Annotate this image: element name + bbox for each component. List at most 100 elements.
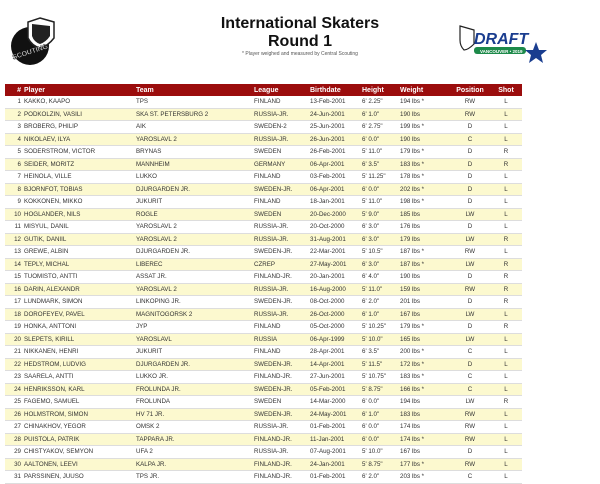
cell-position: LW: [450, 308, 490, 321]
cell-birthdate: 24-Jan-2001: [310, 458, 362, 471]
cell-weight: 179 lbs *: [400, 320, 450, 334]
cell-weight: 174 lbs *: [400, 433, 450, 446]
cell-team: LUKKO: [136, 170, 254, 184]
table-row: 10 HOGLANDER, NILS ROGLE SWEDEN 20-Dec-2000 5…: [5, 208, 522, 221]
table-row: 13 GREWE, ALBIN DJURGARDEN JR. SWEDEN-JR. 22…: [5, 245, 522, 259]
cell-position: D: [450, 120, 490, 134]
cell-num: 12: [5, 233, 24, 246]
cell-birthdate: 13-Feb-2001: [310, 96, 362, 109]
cell-birthdate: 06-Apr-1999: [310, 333, 362, 346]
column-header-weight: Weight: [400, 84, 450, 96]
cell-num: 22: [5, 358, 24, 371]
cell-num: 19: [5, 320, 24, 334]
cell-position: RW: [450, 433, 490, 446]
cell-height: 5' 10.25": [362, 320, 400, 334]
cell-num: 7: [5, 170, 24, 184]
cell-num: 5: [5, 145, 24, 159]
cell-shot: R: [490, 233, 522, 246]
cell-league: SWEDEN-JR.: [254, 183, 310, 196]
cell-league: RUSSIA-JR.: [254, 420, 310, 434]
cell-league: SWEDEN-JR.: [254, 383, 310, 396]
table-row: 24 HENRIKSSON, KARL FROLUNDA JR. SWEDEN-JR.…: [5, 383, 522, 396]
cell-team: KALPA JR.: [136, 458, 254, 471]
cell-player: PARSSINEN, JUUSO: [24, 470, 136, 484]
cell-birthdate: 26-Jun-2001: [310, 133, 362, 146]
cell-weight: 165 lbs: [400, 333, 450, 346]
cell-weight: 202 lbs *: [400, 183, 450, 196]
cell-position: RW: [450, 283, 490, 296]
cell-num: 13: [5, 245, 24, 259]
cell-league: RUSSIA-JR.: [254, 108, 310, 121]
cell-team: LIBEREC: [136, 258, 254, 271]
cell-position: C: [450, 370, 490, 384]
cell-birthdate: 07-Aug-2001: [310, 445, 362, 459]
cell-player: GUTIK, DANIIL: [24, 233, 136, 246]
cell-num: 3: [5, 120, 24, 134]
cell-team: OMSK 2: [136, 420, 254, 434]
cell-league: SWEDEN-JR.: [254, 358, 310, 371]
cell-weight: 183 lbs *: [400, 158, 450, 171]
cell-height: 5' 10.0": [362, 445, 400, 459]
cell-league: FINLAND-JR.: [254, 433, 310, 446]
cell-weight: 174 lbs: [400, 420, 450, 434]
cell-shot: R: [490, 270, 522, 284]
cell-team: DJURGARDEN JR.: [136, 245, 254, 259]
cell-league: CZREP: [254, 258, 310, 271]
cell-birthdate: 18-Jan-2001: [310, 195, 362, 209]
cell-league: RUSSIA-JR.: [254, 220, 310, 234]
cell-player: HENRIKSSON, KARL: [24, 383, 136, 396]
cell-shot: L: [490, 420, 522, 434]
cell-weight: 183 lbs *: [400, 370, 450, 384]
cell-team: TPS JR.: [136, 470, 254, 484]
skaters-table: # Player Team League Birthdate Height Weight Po…: [5, 84, 522, 484]
cell-num: 11: [5, 220, 24, 234]
cell-league: FINLAND-JR.: [254, 470, 310, 484]
page-title: International Skaters Round 1: [150, 15, 450, 51]
cell-shot: R: [490, 158, 522, 171]
cell-team: YAROSLAVL 2: [136, 133, 254, 146]
cell-shot: L: [490, 345, 522, 359]
cell-position: LW: [450, 208, 490, 221]
cell-weight: 172 lbs *: [400, 358, 450, 371]
table-row: 22 HEDSTROM, LUDVIG DJURGARDEN JR. SWEDEN-J…: [5, 358, 522, 371]
cell-position: LW: [450, 233, 490, 246]
svg-text:DRAFT: DRAFT: [474, 31, 529, 48]
cell-weight: 183 lbs: [400, 408, 450, 421]
cell-league: SWEDEN: [254, 208, 310, 221]
cell-league: RUSSIA-JR.: [254, 233, 310, 246]
cell-shot: L: [490, 133, 522, 146]
table-row: 1 KAKKO, KAAPO TPS FINLAND 13-Feb-2001 6' 2.2…: [5, 96, 522, 109]
cell-height: 5' 10.0": [362, 333, 400, 346]
cell-shot: L: [490, 108, 522, 121]
cell-league: RUSSIA-JR.: [254, 445, 310, 459]
table-row: 3 BROBERG, PHILIP AIK SWEDEN-2 25-Jun-2001 6'…: [5, 120, 522, 134]
cell-shot: L: [490, 433, 522, 446]
cell-team: LINKOPING JR.: [136, 295, 254, 309]
cell-num: 21: [5, 345, 24, 359]
cell-birthdate: 03-Feb-2001: [310, 170, 362, 184]
cell-team: FROLUNDA JR.: [136, 383, 254, 396]
cell-player: HONKA, ANTTONI: [24, 320, 136, 334]
cell-player: PUISTOLA, PATRIK: [24, 433, 136, 446]
table-row: 20 SLEPETS, KIRILL YAROSLAVL RUSSIA 06-Apr-1…: [5, 333, 522, 346]
cell-player: CHINAKHOV, YEGOR: [24, 420, 136, 434]
cell-weight: 187 lbs *: [400, 258, 450, 271]
table-row: 11 MISYUL, DANIL YAROSLAVL 2 RUSSIA-JR. 20-O…: [5, 220, 522, 234]
cell-weight: 194 lbs: [400, 395, 450, 409]
cell-league: RUSSIA: [254, 333, 310, 346]
cell-shot: L: [490, 308, 522, 321]
cell-team: UFA 2: [136, 445, 254, 459]
cell-position: C: [450, 383, 490, 396]
cell-league: SWEDEN-2: [254, 120, 310, 134]
cell-weight: 179 lbs *: [400, 145, 450, 159]
cell-height: 5' 11.0": [362, 195, 400, 209]
cell-team: TPS: [136, 96, 254, 109]
cell-num: 10: [5, 208, 24, 221]
table-row: 8 BJORNFOT, TOBIAS DJURGARDEN JR. SWEDEN-JR…: [5, 183, 522, 196]
table-row: 27 CHINAKHOV, YEGOR OMSK 2 RUSSIA-JR. 01-Feb…: [5, 420, 522, 434]
cell-position: RW: [450, 245, 490, 259]
table-row: 29 CHISTYAKOV, SEMYON UFA 2 RUSSIA-JR. 07-Au…: [5, 445, 522, 459]
cell-height: 6' 1.0": [362, 308, 400, 321]
cell-num: 17: [5, 295, 24, 309]
table-row: 16 DARIN, ALEXANDR YAROSLAVL 2 RUSSIA-JR. 16…: [5, 283, 522, 296]
